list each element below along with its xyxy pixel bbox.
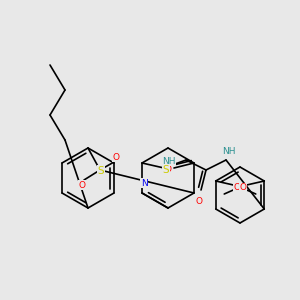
Text: O: O [196,197,202,206]
Text: N: N [141,178,147,188]
Text: O: O [112,152,119,161]
Text: NH: NH [162,157,176,166]
Text: S: S [98,166,104,176]
Text: O: O [234,184,241,193]
Text: O: O [79,181,86,190]
Text: O: O [239,184,246,193]
Text: S: S [163,165,169,175]
Text: O: O [164,166,172,175]
Text: NH: NH [222,148,236,157]
